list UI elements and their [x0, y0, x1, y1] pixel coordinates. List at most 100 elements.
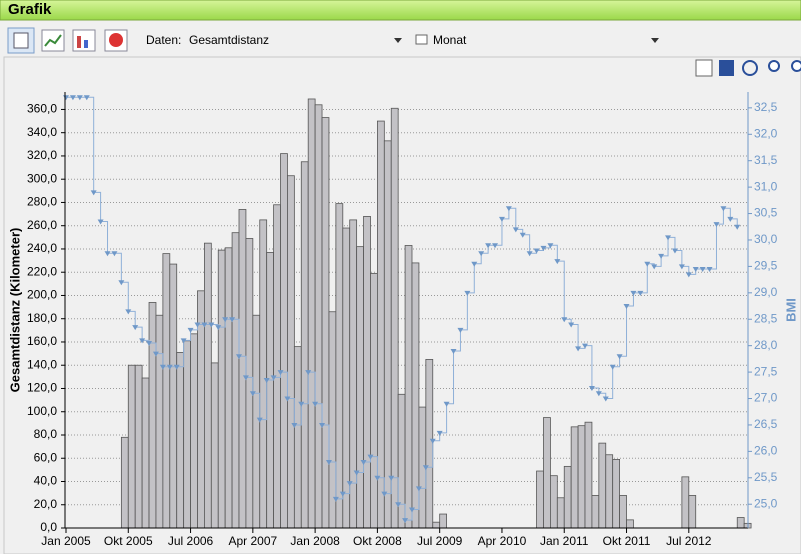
bmi-marker [263, 378, 270, 384]
bmi-marker [332, 496, 339, 502]
bmi-marker [533, 248, 540, 254]
bar [681, 476, 690, 529]
y-tick-label: 280,0 [27, 195, 57, 209]
bmi-marker [90, 190, 97, 196]
bmi-marker [229, 317, 236, 323]
bmi-marker [540, 245, 547, 251]
bar [259, 219, 268, 529]
bmi-marker [519, 232, 526, 238]
bar [556, 497, 565, 529]
data-label: Daten: [146, 33, 181, 47]
y-tick-label: 100,0 [27, 404, 57, 418]
y2-tick-label: 25,0 [754, 496, 778, 510]
bar [176, 352, 185, 529]
bmi-marker [402, 518, 409, 524]
bmi-marker [457, 327, 464, 333]
bmi-marker [616, 354, 623, 360]
tool-button[interactable] [719, 60, 734, 76]
bmi-marker [706, 267, 713, 273]
bar [169, 263, 178, 529]
bmi-marker [152, 351, 159, 357]
bmi-marker [132, 325, 139, 331]
tool-button[interactable] [695, 59, 713, 77]
tool-button[interactable] [791, 60, 801, 72]
bmi-marker [104, 251, 111, 257]
bar [432, 521, 441, 529]
bmi-marker [575, 346, 582, 352]
y-tick-label: 80,0 [34, 427, 58, 441]
x-tick-label: Jul 2012 [666, 534, 712, 548]
data-select[interactable]: Gesamtdistanz [189, 33, 269, 47]
y-tick-label: 160,0 [27, 334, 57, 348]
x-tick-label: Jan 2011 [540, 534, 589, 548]
bmi-marker [284, 396, 291, 402]
bmi-marker [588, 385, 595, 391]
bar [543, 417, 551, 529]
bmi-marker [734, 224, 741, 230]
x-tick-label: Okt 2005 [104, 534, 153, 548]
x-tick-label: Okt 2011 [603, 534, 651, 548]
period-select[interactable]: Monat [433, 33, 467, 47]
bmi-marker [346, 481, 353, 487]
x-tick-label: Jul 2006 [168, 534, 214, 548]
bar [314, 104, 323, 529]
bmi-marker [76, 95, 83, 101]
bmi-marker [374, 475, 381, 481]
bmi-marker [201, 322, 208, 328]
bmi-marker [685, 272, 692, 278]
tool-button[interactable] [742, 60, 758, 76]
bmi-marker [69, 95, 76, 101]
bmi-marker [658, 253, 665, 259]
bar [356, 246, 364, 529]
bmi-marker [222, 317, 229, 323]
y-tick-label: 180,0 [27, 311, 57, 325]
y2-tick-label: 26,5 [754, 417, 778, 431]
bmi-marker [180, 338, 187, 344]
bmi-marker [623, 304, 630, 310]
y2-tick-label: 32,0 [754, 126, 778, 140]
bmi-marker [305, 370, 312, 376]
bmi-marker [512, 227, 519, 233]
bar [217, 249, 226, 529]
chart-type-button[interactable] [41, 29, 65, 52]
bar [245, 238, 254, 529]
dropdown-arrow[interactable] [651, 38, 659, 43]
bar [376, 120, 385, 529]
y2-tick-label: 28,0 [754, 338, 778, 352]
bar [439, 513, 447, 529]
bmi-marker [602, 396, 609, 402]
bmi-marker [713, 222, 720, 228]
title-bar [0, 0, 801, 21]
bmi-marker [208, 322, 215, 328]
icon [109, 33, 123, 47]
y-tick-label: 300,0 [27, 171, 57, 185]
bmi-marker [526, 251, 533, 257]
y-tick-label: 320,0 [27, 148, 57, 162]
y-tick-label: 0,0 [40, 520, 57, 534]
bmi-marker [609, 364, 616, 370]
bmi-marker [194, 322, 201, 328]
y2-axis-title: BMI [783, 298, 798, 322]
bmi-marker [139, 338, 146, 344]
bmi-marker [381, 491, 388, 497]
bar [626, 519, 634, 529]
bmi-marker [236, 354, 242, 360]
bmi-marker [125, 309, 132, 315]
y-tick-label: 220,0 [27, 264, 57, 278]
y2-tick-label: 29,0 [754, 285, 778, 299]
bmi-marker [699, 267, 706, 273]
bar [238, 209, 247, 529]
tool-button[interactable] [768, 60, 780, 72]
bar [584, 421, 593, 529]
bmi-marker [727, 216, 734, 222]
dropdown-arrow[interactable] [394, 38, 402, 43]
y-axis-title: Gesamtdistanz (Kilometer) [7, 228, 22, 393]
bmi-marker [464, 290, 471, 296]
bmi-marker [471, 261, 478, 267]
bar [536, 470, 544, 529]
bmi-marker [312, 401, 319, 407]
x-tick-label: Apr 2007 [228, 534, 277, 548]
x-tick-label: Okt 2008 [353, 534, 402, 548]
bmi-marker [498, 216, 505, 222]
